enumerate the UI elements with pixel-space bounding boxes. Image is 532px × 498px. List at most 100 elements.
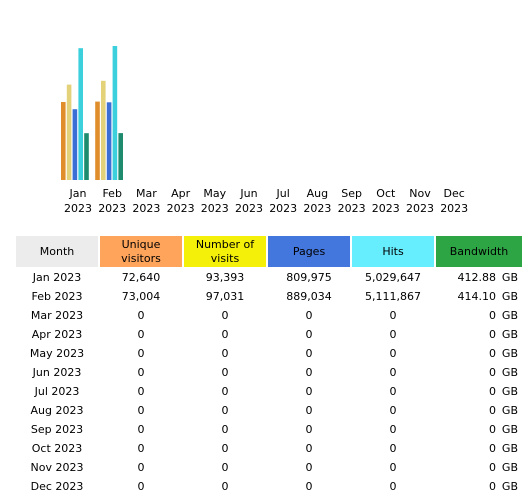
bandwidth-unit: GB bbox=[501, 366, 518, 379]
cell-unique-visitors: 73,004 bbox=[121, 290, 161, 303]
cell-month: Mar 2023 bbox=[30, 309, 84, 322]
table-row: Aug 2023 0 0 0 0 0 GB bbox=[16, 402, 522, 419]
cell-bandwidth: 0 GB bbox=[436, 307, 522, 324]
x-tick-month: Jan bbox=[69, 187, 87, 200]
cell-number-of-visits: 0 bbox=[221, 328, 229, 341]
cell-month: Feb 2023 bbox=[31, 290, 83, 303]
cell-unique-visitors: 0 bbox=[137, 366, 145, 379]
cell-bandwidth: 0 GB bbox=[436, 345, 522, 362]
cell-pages: 0 bbox=[305, 366, 313, 379]
bar-hits bbox=[78, 48, 83, 181]
bandwidth-value: 0 bbox=[489, 423, 496, 436]
bandwidth-unit: GB bbox=[501, 423, 518, 436]
cell-month: Jan 2023 bbox=[32, 271, 82, 284]
cell-hits: 0 bbox=[389, 347, 397, 360]
cell-number-of-visits: 0 bbox=[221, 309, 229, 322]
x-tick-year: 2023 bbox=[372, 202, 400, 215]
cell-month: Dec 2023 bbox=[30, 480, 84, 493]
cell-bandwidth: 0 GB bbox=[436, 326, 522, 343]
bandwidth-value: 0 bbox=[489, 328, 496, 341]
bar-pages bbox=[106, 102, 112, 180]
cell-hits: 0 bbox=[389, 328, 397, 341]
cell-pages: 0 bbox=[305, 480, 313, 493]
x-tick-month: Nov bbox=[409, 187, 431, 200]
table-row: Jul 2023 0 0 0 0 0 GB bbox=[16, 383, 522, 400]
header-number-of-visits-line2: visits bbox=[210, 251, 240, 265]
monthly-history-chart: Jan 2023 Feb 2023 Mar 2023 Apr 2023 May 2023 Jun 20… bbox=[61, 46, 468, 215]
bandwidth-value: 0 bbox=[489, 347, 496, 360]
table-row: Feb 2023 73,004 97,031 889,034 5,111,867 414.… bbox=[16, 288, 522, 305]
cell-pages: 0 bbox=[305, 404, 313, 417]
bandwidth-unit: GB bbox=[501, 347, 518, 360]
x-tick-year: 2023 bbox=[201, 202, 229, 215]
x-tick-month: Apr bbox=[171, 187, 191, 200]
table-row: Mar 2023 0 0 0 0 0 GB bbox=[16, 307, 522, 324]
cell-bandwidth: 0 GB bbox=[436, 402, 522, 419]
cell-month: Nov 2023 bbox=[30, 461, 84, 474]
header-unique-visitors: Unique visitors bbox=[100, 236, 182, 267]
header-bandwidth: Bandwidth bbox=[436, 236, 522, 267]
cell-number-of-visits: 0 bbox=[221, 404, 229, 417]
x-tick-year: 2023 bbox=[338, 202, 366, 215]
bar-bandwidth-gb bbox=[118, 133, 123, 180]
cell-bandwidth: 412.88 GB bbox=[436, 269, 522, 286]
x-tick-year: 2023 bbox=[440, 202, 468, 215]
cell-unique-visitors: 0 bbox=[137, 385, 145, 398]
bandwidth-value: 0 bbox=[489, 385, 496, 398]
cell-unique-visitors: 0 bbox=[137, 423, 145, 436]
cell-month: May 2023 bbox=[29, 347, 85, 360]
cell-hits: 0 bbox=[389, 442, 397, 455]
cell-bandwidth: 0 GB bbox=[436, 421, 522, 438]
bandwidth-value: 0 bbox=[489, 366, 496, 379]
cell-pages: 889,034 bbox=[286, 290, 332, 303]
bandwidth-unit: GB bbox=[501, 385, 518, 398]
cell-unique-visitors: 72,640 bbox=[121, 271, 161, 284]
cell-number-of-visits: 0 bbox=[221, 385, 229, 398]
table-row: Nov 2023 0 0 0 0 0 GB bbox=[16, 459, 522, 476]
table-row: May 2023 0 0 0 0 0 GB bbox=[16, 345, 522, 362]
x-tick-year: 2023 bbox=[98, 202, 126, 215]
table-row: Jan 2023 72,640 93,393 809,975 5,029,647 412.… bbox=[16, 269, 522, 286]
bar-number-of-visits bbox=[66, 84, 72, 180]
cell-pages: 0 bbox=[305, 385, 313, 398]
cell-unique-visitors: 0 bbox=[137, 480, 145, 493]
bandwidth-unit: GB bbox=[501, 328, 518, 341]
bar-unique-visitors bbox=[95, 101, 100, 180]
bar-unique-visitors bbox=[61, 102, 66, 180]
x-tick-year: 2023 bbox=[235, 202, 263, 215]
table-row: Dec 2023 0 0 0 0 0 GB bbox=[16, 478, 522, 495]
x-tick-month: Sep bbox=[341, 187, 362, 200]
cell-pages: 0 bbox=[305, 461, 313, 474]
cell-bandwidth: 0 GB bbox=[436, 440, 522, 457]
x-tick-month: Jun bbox=[239, 187, 257, 200]
cell-unique-visitors: 0 bbox=[137, 309, 145, 322]
cell-number-of-visits: 97,031 bbox=[205, 290, 245, 303]
cell-number-of-visits: 0 bbox=[221, 480, 229, 493]
cell-hits: 5,029,647 bbox=[365, 271, 421, 284]
x-tick-year: 2023 bbox=[132, 202, 160, 215]
x-tick-month: Jul bbox=[276, 187, 290, 200]
cell-hits: 0 bbox=[389, 309, 397, 322]
header-pages: Pages bbox=[268, 236, 350, 267]
cell-pages: 0 bbox=[305, 423, 313, 436]
cell-month: Sep 2023 bbox=[30, 423, 84, 436]
x-tick-month: Feb bbox=[102, 187, 121, 200]
cell-pages: 0 bbox=[305, 309, 313, 322]
bandwidth-unit: GB bbox=[501, 290, 518, 303]
x-tick-year: 2023 bbox=[303, 202, 331, 215]
cell-number-of-visits: 93,393 bbox=[205, 271, 245, 284]
table-row: Oct 2023 0 0 0 0 0 GB bbox=[16, 440, 522, 457]
cell-month: Oct 2023 bbox=[31, 442, 83, 455]
cell-unique-visitors: 0 bbox=[137, 461, 145, 474]
table-row: Apr 2023 0 0 0 0 0 GB bbox=[16, 326, 522, 343]
header-unique-visitors-line2: visitors bbox=[121, 251, 161, 265]
cell-hits: 0 bbox=[389, 423, 397, 436]
x-tick-month: Mar bbox=[136, 187, 157, 200]
cell-number-of-visits: 0 bbox=[221, 461, 229, 474]
cell-pages: 0 bbox=[305, 328, 313, 341]
table-header-row: Month Unique visitors Number of visits P… bbox=[16, 236, 522, 267]
cell-pages: 0 bbox=[305, 442, 313, 455]
bandwidth-value: 0 bbox=[489, 309, 496, 322]
bandwidth-value: 0 bbox=[489, 461, 496, 474]
cell-pages: 809,975 bbox=[286, 271, 332, 284]
